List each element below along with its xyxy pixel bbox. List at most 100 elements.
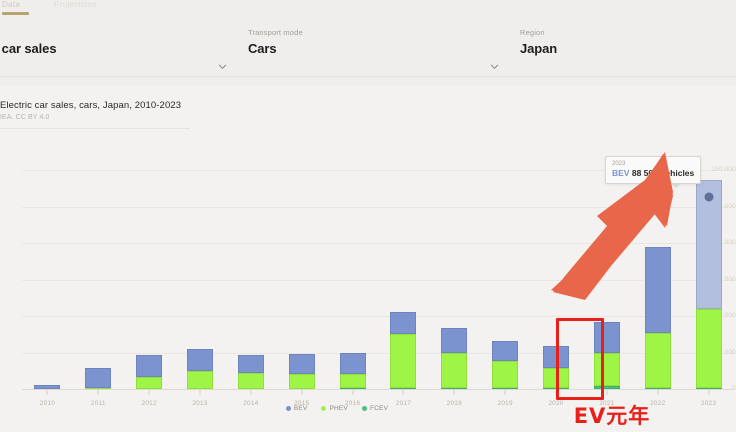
bar-segment-phev[interactable] bbox=[543, 368, 569, 388]
bar-segment-phev[interactable] bbox=[136, 376, 163, 389]
bar-value-marker-dot bbox=[704, 192, 714, 202]
x-axis-tick-label: 2010 bbox=[39, 400, 56, 407]
annotation-arrow-icon bbox=[551, 152, 673, 300]
x-axis-tick-stem bbox=[148, 389, 150, 395]
bar-segment-phev[interactable] bbox=[492, 360, 519, 388]
gridline bbox=[22, 206, 734, 208]
bar-2013[interactable]: 2013 bbox=[187, 170, 213, 407]
x-axis-tick-stem bbox=[352, 389, 354, 395]
bar-segment-phev[interactable] bbox=[644, 333, 671, 388]
x-axis-tick-label: 2013 bbox=[192, 400, 208, 407]
bar-segment-phev[interactable] bbox=[288, 373, 315, 389]
x-axis-tick-stem bbox=[250, 389, 252, 395]
y-axis-tick-label: 150 000 bbox=[711, 166, 736, 173]
bar-segment-bev[interactable] bbox=[593, 322, 620, 354]
tooltip-body: BEV 88 500 Vehicles bbox=[612, 168, 694, 179]
x-axis-tick-stem bbox=[453, 389, 455, 395]
y-axis-tick-label: 75 000 bbox=[714, 275, 736, 283]
annotation-label: EV元年 bbox=[573, 404, 651, 428]
filter-view-value: Electric car sales bbox=[0, 41, 57, 56]
bar-segment-bev[interactable] bbox=[136, 354, 163, 377]
x-axis-tick-stem bbox=[657, 389, 659, 395]
bar-segment-bev[interactable] bbox=[492, 340, 519, 361]
chevron-down-icon[interactable] bbox=[218, 62, 227, 71]
bar-2010[interactable]: 2010 bbox=[34, 170, 61, 407]
x-axis-tick-stem bbox=[504, 389, 506, 395]
x-axis-tick-label: 2019 bbox=[497, 400, 513, 407]
active-tab-indicator bbox=[2, 12, 29, 15]
chart-title-divider bbox=[0, 128, 190, 129]
x-axis-tick-stem bbox=[301, 389, 303, 395]
bar-segment-phev[interactable] bbox=[339, 373, 366, 388]
filter-bar-divider bbox=[0, 76, 736, 77]
bar-2022[interactable]: 2022 bbox=[644, 170, 671, 407]
tooltip-pointer bbox=[671, 183, 681, 188]
bar-segment-phev[interactable] bbox=[237, 372, 264, 389]
bar-2011[interactable]: 2011 bbox=[85, 170, 112, 407]
legend-item-fcev[interactable]: FCEV bbox=[361, 405, 388, 412]
bar-segment-bev[interactable] bbox=[34, 385, 61, 389]
bar-2017[interactable]: 2017 bbox=[390, 170, 417, 407]
bar-segment-bev[interactable] bbox=[543, 345, 569, 369]
y-axis-tick-label: 125 000 bbox=[711, 202, 736, 210]
top-nav-tabs[interactable]: Data Projections bbox=[0, 0, 736, 14]
bar-segment-fcev[interactable] bbox=[593, 385, 620, 389]
bar-segment-bev[interactable] bbox=[390, 311, 417, 334]
x-axis-tick-stem bbox=[97, 389, 99, 395]
bar-segment-bev[interactable] bbox=[441, 328, 468, 354]
bar-segment-phev[interactable] bbox=[187, 371, 213, 389]
y-axis-tick-label: 25 000 bbox=[714, 348, 736, 356]
y-axis-tick-label: 100 000 bbox=[711, 239, 736, 246]
bar-segment-bev[interactable] bbox=[85, 367, 112, 388]
tooltip-value: 88 500 bbox=[631, 168, 658, 178]
filter-view[interactable]: View Electric car sales bbox=[0, 28, 57, 56]
nav-tab-data[interactable]: Data bbox=[2, 0, 21, 9]
bar-segment-phev[interactable] bbox=[593, 353, 620, 386]
filter-bar: View Electric car sales Transport mode C… bbox=[0, 18, 736, 72]
filter-view-label: View bbox=[0, 28, 56, 38]
bar-segment-bev[interactable] bbox=[644, 246, 671, 334]
bar-2019[interactable]: 2019 bbox=[492, 170, 519, 407]
legend-item-phev[interactable]: PHEV bbox=[321, 405, 348, 412]
bar-2016[interactable]: 2016 bbox=[339, 170, 366, 407]
x-axis-baseline bbox=[22, 389, 734, 390]
filter-transport-mode-label: Transport mode bbox=[248, 28, 303, 37]
filter-region[interactable]: Region Japan bbox=[520, 28, 557, 56]
tooltip-series-name: BEV bbox=[612, 168, 630, 178]
bar-2018[interactable]: 2018 bbox=[441, 170, 468, 407]
x-axis-tick-label: 2023 bbox=[700, 400, 717, 407]
x-axis-tick-stem bbox=[199, 389, 201, 395]
bar-segment-bev[interactable] bbox=[695, 180, 722, 310]
bar-2015[interactable]: 2015 bbox=[288, 170, 315, 407]
filter-transport-mode[interactable]: Transport mode Cars bbox=[248, 28, 303, 56]
x-axis-tick-label: 2014 bbox=[243, 400, 259, 407]
legend-item-bev[interactable]: BEV bbox=[285, 405, 308, 412]
x-axis-tick-label: 2016 bbox=[344, 400, 361, 407]
x-axis-tick-label: 2012 bbox=[141, 400, 157, 407]
bar-segment-bev[interactable] bbox=[237, 354, 264, 373]
legend-swatch-phev bbox=[321, 406, 327, 411]
bar-segment-bev[interactable] bbox=[288, 354, 315, 374]
y-axis-tick-label: 50 000 bbox=[714, 312, 736, 319]
x-axis-tick-label: 2017 bbox=[395, 400, 412, 407]
x-axis-tick-stem bbox=[46, 389, 48, 395]
legend-label: BEV bbox=[293, 405, 308, 412]
bar-2023[interactable]: 2023 bbox=[695, 170, 722, 407]
x-axis-tick-label: 2011 bbox=[90, 400, 106, 407]
chart-title: Electric car sales, cars, Japan, 2010-20… bbox=[0, 100, 182, 111]
bar-segment-phev[interactable] bbox=[441, 353, 468, 389]
tooltip-year: 2023 bbox=[612, 161, 626, 167]
y-axis-tick-label: 0 bbox=[732, 385, 736, 392]
bar-segment-phev[interactable] bbox=[695, 309, 722, 389]
bar-segment-bev[interactable] bbox=[187, 348, 213, 372]
bar-2012[interactable]: 2012 bbox=[136, 170, 163, 407]
chevron-down-icon[interactable] bbox=[490, 62, 499, 71]
x-axis-tick-label: 2020 bbox=[548, 400, 564, 407]
bar-2021[interactable]: 2021 bbox=[593, 170, 620, 407]
bar-2014[interactable]: 2014 bbox=[237, 170, 264, 407]
nav-tab-projections[interactable]: Projections bbox=[54, 0, 97, 9]
bar-segment-phev[interactable] bbox=[390, 333, 417, 388]
x-axis-tick-label: 2021 bbox=[599, 400, 615, 407]
bar-segment-bev[interactable] bbox=[339, 352, 366, 374]
chart-legend[interactable]: BEV PHEV FCEV bbox=[0, 405, 736, 412]
